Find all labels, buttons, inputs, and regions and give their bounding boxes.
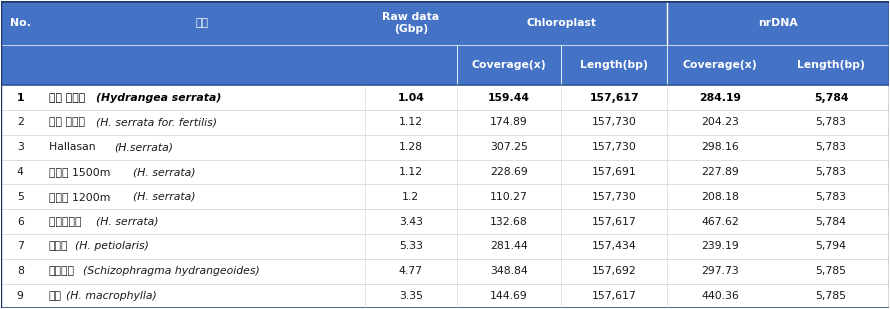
Text: 157,692: 157,692 (592, 266, 636, 276)
Text: 1: 1 (17, 93, 24, 103)
Text: 440.36: 440.36 (701, 291, 739, 301)
Text: 144.69: 144.69 (490, 291, 528, 301)
Text: 5,785: 5,785 (815, 266, 846, 276)
Text: Coverage(x): Coverage(x) (472, 60, 546, 70)
Text: 110.27: 110.27 (490, 192, 528, 202)
Text: 132.68: 132.68 (490, 217, 528, 226)
Text: 5,783: 5,783 (815, 167, 846, 177)
Text: 157,730: 157,730 (592, 192, 636, 202)
Text: 204.23: 204.23 (701, 117, 739, 127)
Text: 일본산수국: 일본산수국 (49, 217, 85, 226)
Text: Coverage(x): Coverage(x) (683, 60, 757, 70)
Bar (1, 135, 889, 160)
Text: 157,617: 157,617 (592, 291, 636, 301)
Text: (Hydrangea serrata): (Hydrangea serrata) (96, 93, 222, 103)
Text: 2: 2 (17, 117, 24, 127)
Text: 7: 7 (17, 241, 24, 251)
Text: 4: 4 (17, 167, 24, 177)
Text: 297.73: 297.73 (701, 266, 739, 276)
Text: 159.44: 159.44 (488, 93, 530, 103)
Text: 157,691: 157,691 (592, 167, 636, 177)
Text: 5,783: 5,783 (815, 142, 846, 152)
Text: 281.44: 281.44 (490, 241, 528, 251)
Text: 5,784: 5,784 (815, 217, 846, 226)
Text: 1.04: 1.04 (397, 93, 425, 103)
Bar (1, 259, 889, 284)
Text: (H. serrata): (H. serrata) (134, 167, 196, 177)
Text: 284.19: 284.19 (699, 93, 741, 103)
Text: (Schizophragma hydrangeoides): (Schizophragma hydrangeoides) (83, 266, 260, 276)
Text: 5,783: 5,783 (815, 117, 846, 127)
Bar (1, 184, 889, 209)
Text: 239.19: 239.19 (701, 241, 739, 251)
Bar (1, 234, 889, 259)
Text: 157,617: 157,617 (589, 93, 639, 103)
Text: No.: No. (10, 18, 30, 28)
Text: 한택 산수국: 한택 산수국 (49, 93, 85, 103)
Text: 탐라 산수국: 탐라 산수국 (49, 117, 85, 127)
Text: (H. serrata): (H. serrata) (96, 217, 158, 226)
Text: (H. serrata): (H. serrata) (134, 192, 196, 202)
Text: 157,730: 157,730 (592, 117, 636, 127)
Text: 수국: 수국 (49, 291, 61, 301)
Text: 227.89: 227.89 (701, 167, 739, 177)
Text: 5: 5 (17, 192, 24, 202)
Text: 208.18: 208.18 (701, 192, 739, 202)
Text: 5,784: 5,784 (813, 93, 848, 103)
Bar (1, 160, 889, 184)
Text: 157,730: 157,730 (592, 142, 636, 152)
Text: Hallasan: Hallasan (49, 142, 99, 152)
Text: Chloroplast: Chloroplast (527, 18, 597, 28)
Text: Raw data
(Gbp): Raw data (Gbp) (382, 12, 440, 34)
Text: 3.35: 3.35 (399, 291, 423, 301)
Text: 바위수국: 바위수국 (49, 266, 75, 276)
Text: 6: 6 (17, 217, 24, 226)
Text: 1.2: 1.2 (402, 192, 419, 202)
Bar (1, 209, 889, 234)
Text: 307.25: 307.25 (490, 142, 528, 152)
Text: 국명: 국명 (196, 18, 209, 28)
Text: 등수국: 등수국 (49, 241, 69, 251)
Text: (H.serrata): (H.serrata) (114, 142, 174, 152)
Text: 1.12: 1.12 (399, 167, 423, 177)
Text: 467.62: 467.62 (701, 217, 739, 226)
Text: 348.84: 348.84 (490, 266, 528, 276)
Text: 5.33: 5.33 (399, 241, 423, 251)
Text: Length(bp): Length(bp) (580, 60, 648, 70)
Text: 157,617: 157,617 (592, 217, 636, 226)
Bar (1, 110, 889, 135)
Text: 9: 9 (17, 291, 24, 301)
Text: Length(bp): Length(bp) (797, 60, 865, 70)
Text: 298.16: 298.16 (701, 142, 739, 152)
Text: 1.12: 1.12 (399, 117, 423, 127)
Text: 3.43: 3.43 (399, 217, 423, 226)
Text: 5,785: 5,785 (815, 291, 846, 301)
Text: (H. serrata for. fertilis): (H. serrata for. fertilis) (96, 117, 217, 127)
Bar (1, 85, 889, 110)
Text: 157,434: 157,434 (592, 241, 636, 251)
Bar (1, 284, 889, 308)
Bar (1, 1, 889, 85)
Text: 1.28: 1.28 (399, 142, 423, 152)
Text: (H. petiolaris): (H. petiolaris) (75, 241, 149, 251)
Text: 3: 3 (17, 142, 24, 152)
Text: 한라산 1500m: 한라산 1500m (49, 167, 114, 177)
Text: 5,794: 5,794 (815, 241, 846, 251)
Text: 한라산 1200m: 한라산 1200m (49, 192, 114, 202)
Text: 174.89: 174.89 (490, 117, 528, 127)
Text: 5,783: 5,783 (815, 192, 846, 202)
Text: 8: 8 (17, 266, 24, 276)
Text: 228.69: 228.69 (490, 167, 528, 177)
Text: (H. macrophylla): (H. macrophylla) (67, 291, 157, 301)
Text: 4.77: 4.77 (399, 266, 423, 276)
Text: nrDNA: nrDNA (758, 18, 798, 28)
